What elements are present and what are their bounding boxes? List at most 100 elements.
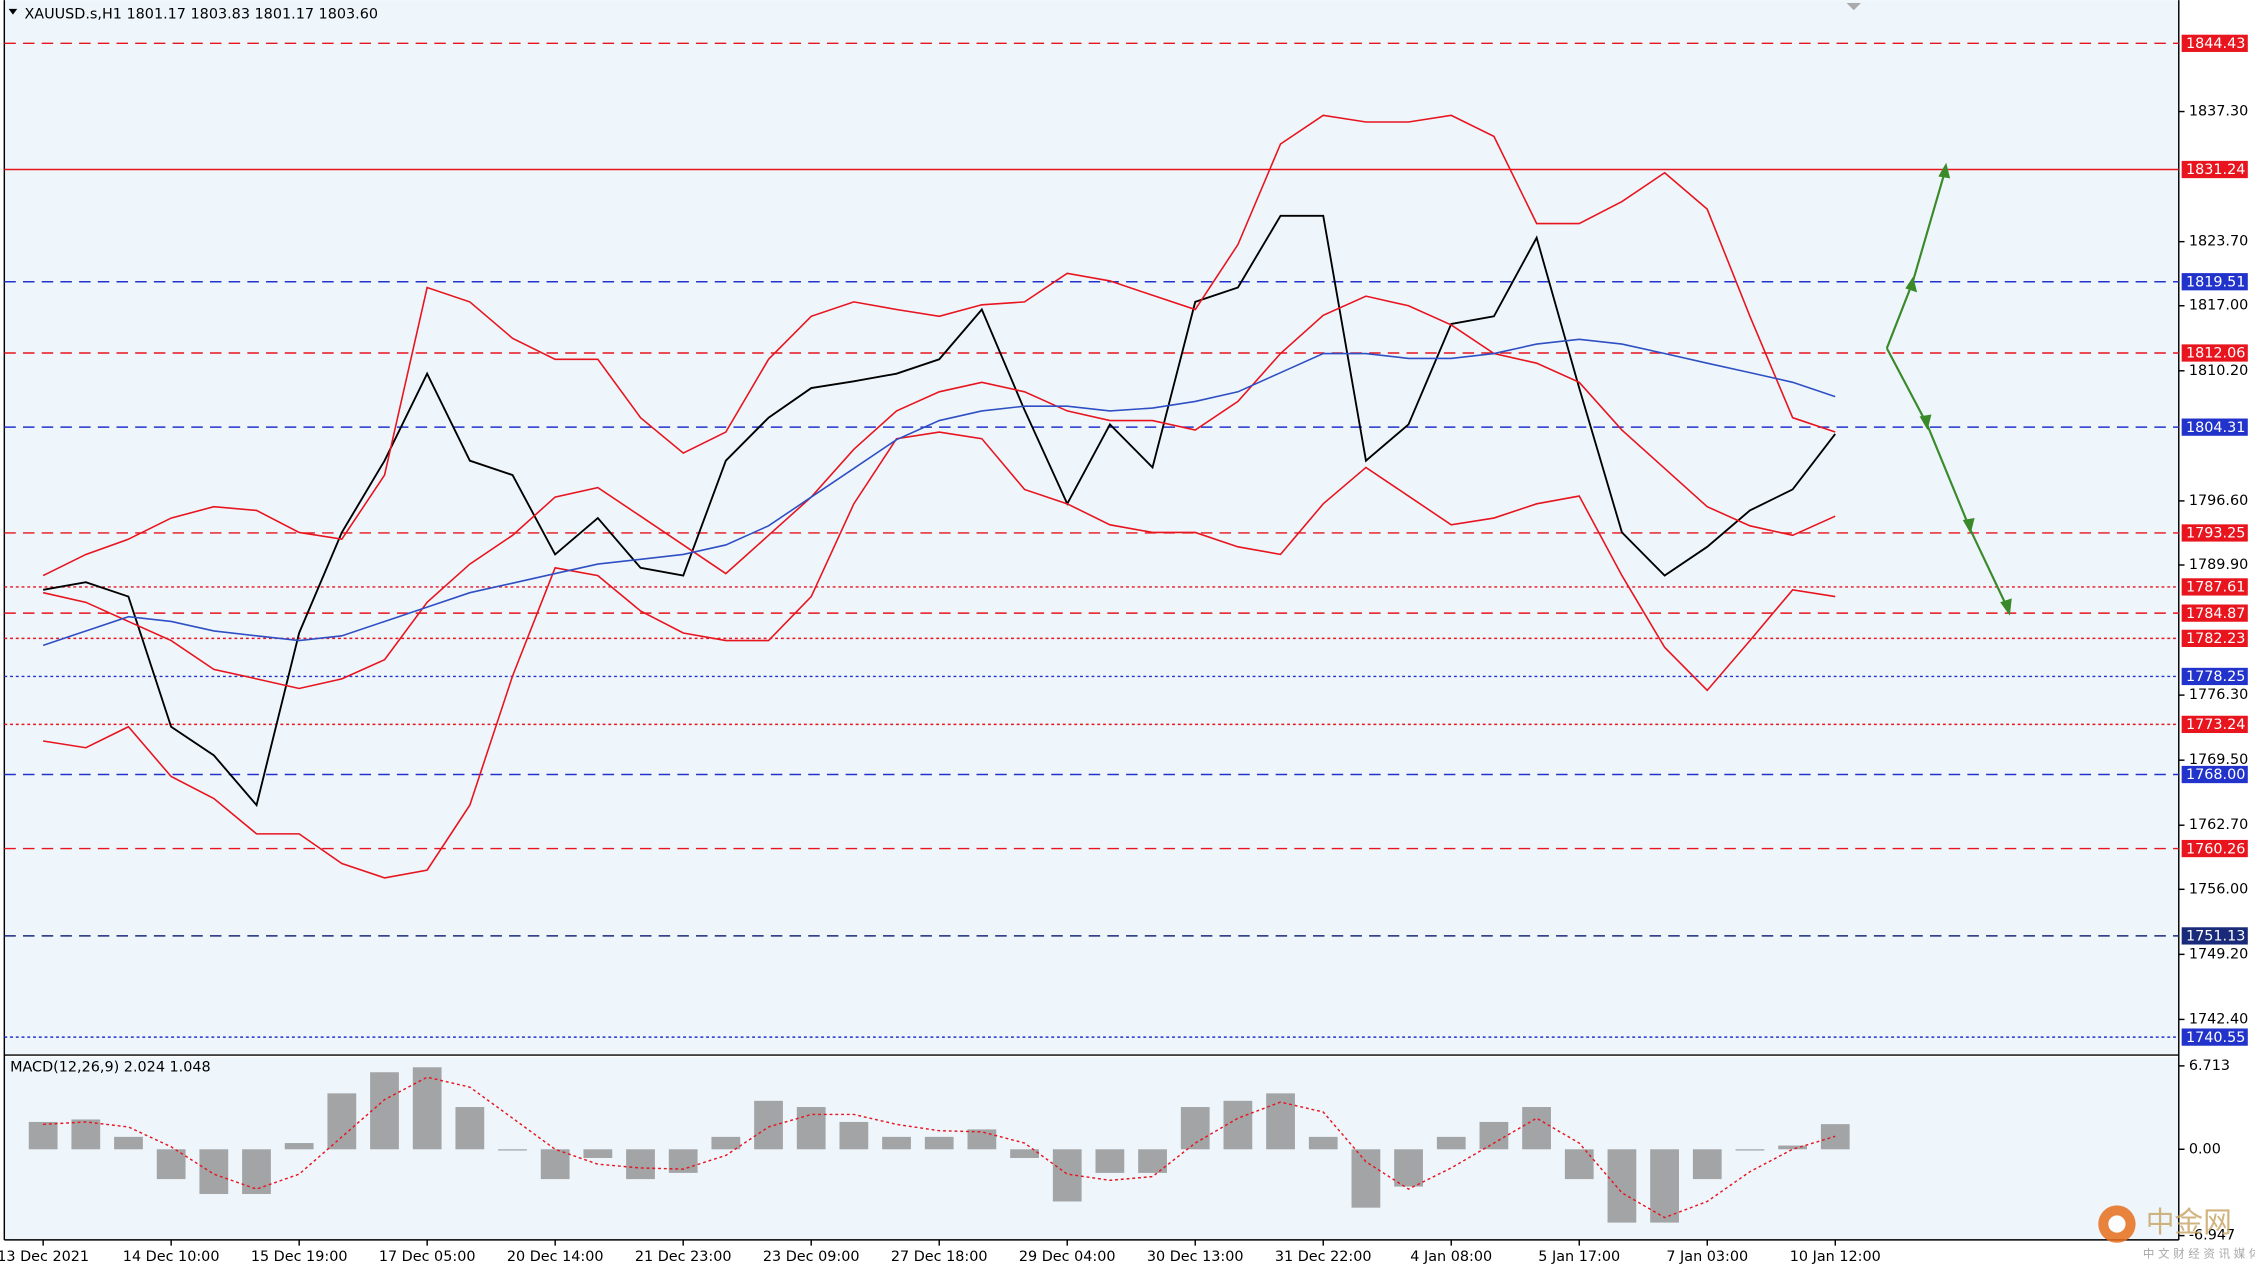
watermark-logo-inner	[2108, 1215, 2126, 1233]
level-label-box	[2181, 344, 2248, 362]
x-tick-label: 21 Dec 23:00	[635, 1249, 732, 1265]
level-label-box	[2181, 160, 2248, 179]
macd-bar	[114, 1136, 143, 1150]
level-label: 1819.51	[2186, 274, 2245, 290]
macd-bar	[1522, 1107, 1551, 1150]
x-tick-label: 4 Jan 08:00	[1410, 1249, 1492, 1265]
macd-bar	[1180, 1107, 1210, 1150]
y-tick-label: 1823.70	[2189, 234, 2248, 250]
y-tick-label: 1756.00	[2189, 881, 2248, 897]
level-label: 1768.00	[2186, 767, 2245, 783]
y-tick-label: 0.00	[2189, 1141, 2221, 1157]
watermark: 中金网 中 文 财 经 资 讯 媒 体	[2098, 1205, 2255, 1261]
macd-bar	[839, 1121, 869, 1150]
x-tick-label: 15 Dec 19:00	[251, 1249, 348, 1265]
x-tick-label: 17 Dec 05:00	[379, 1249, 476, 1265]
macd-bar	[1436, 1136, 1466, 1150]
macd-bar	[28, 1121, 58, 1150]
y-tick-label: 1810.20	[2189, 363, 2248, 379]
arrow-head	[1919, 414, 1932, 431]
level-label: 1784.87	[2186, 606, 2245, 622]
watermark-title: 中金网	[2146, 1205, 2232, 1239]
down-arrow	[1885, 347, 2011, 612]
indicator-line	[42, 338, 1836, 647]
macd-bar	[1778, 1145, 1807, 1150]
level-label: 1760.26	[2186, 841, 2245, 857]
level-label-box	[2181, 273, 2248, 291]
menu-triangle	[8, 8, 18, 15]
macd-bar	[1223, 1100, 1253, 1150]
macd-bar	[540, 1149, 570, 1180]
forecast-arrows	[1885, 162, 2012, 616]
macd-bar	[711, 1136, 741, 1150]
macd-bar	[1308, 1136, 1338, 1150]
level-label: 1831.24	[2186, 162, 2245, 178]
level-label-box	[2181, 578, 2248, 596]
y-tick-label: 1749.20	[2189, 946, 2248, 962]
macd-bar	[1010, 1149, 1039, 1158]
x-tick-label: 13 Dec 2021	[0, 1249, 89, 1265]
y-tick-label: 1789.90	[2189, 557, 2248, 573]
macd-bar	[284, 1143, 314, 1150]
arrow-head	[1962, 518, 1975, 534]
macd-bar	[327, 1093, 357, 1150]
level-label: 1751.13	[2186, 929, 2245, 945]
macd-bar	[1479, 1121, 1509, 1150]
level-label: 1773.24	[2186, 717, 2245, 733]
level-label: 1778.25	[2186, 669, 2245, 685]
level-label-box	[2181, 839, 2248, 858]
level-label-box	[2181, 667, 2248, 686]
plot: 1837.30 1823.70 1817.00 1810.20 1796.60 1789.…	[0, 34, 2248, 1265]
macd-bar	[796, 1107, 826, 1150]
y-tick-label: 6.713	[2189, 1058, 2230, 1074]
level-label: 1793.25	[2186, 526, 2245, 542]
y-tick-label: 1837.30	[2189, 104, 2248, 120]
macd-bar	[1351, 1149, 1381, 1208]
macd-title: MACD(12,26,9) 2.024 1.048	[10, 1059, 211, 1075]
macd-bar	[1607, 1149, 1637, 1223]
level-label-box	[2181, 604, 2248, 622]
macd-bar	[71, 1119, 101, 1150]
macd-panel	[4, 1057, 2179, 1240]
y-tick-label: 1742.40	[2189, 1011, 2248, 1027]
level-label-box	[2181, 765, 2248, 784]
x-tick-label: 27 Dec 18:00	[891, 1249, 988, 1265]
macd-bar	[1735, 1149, 1765, 1151]
arrow-head	[2000, 598, 2012, 616]
macd-bar	[242, 1149, 271, 1195]
arrow-head	[1905, 276, 1918, 293]
level-label-box	[2181, 34, 2248, 52]
indicator-line	[43, 431, 1836, 879]
macd-bar	[754, 1100, 783, 1150]
macd-bar	[1692, 1149, 1722, 1180]
price-panel	[4, 0, 2179, 1055]
macd-bar	[455, 1107, 485, 1150]
macd-bar	[924, 1136, 954, 1150]
x-tick-label: 29 Dec 04:00	[1019, 1249, 1116, 1265]
macd-bar	[1564, 1149, 1594, 1180]
x-tick-label: 20 Dec 14:00	[507, 1249, 604, 1265]
macd-bar	[882, 1136, 911, 1150]
level-label: 1804.31	[2186, 420, 2245, 436]
chart-title: XAUUSD.s,H1 1801.17 1803.83 1801.17 1803…	[24, 7, 378, 23]
level-label: 1812.06	[2186, 346, 2245, 362]
macd-bar	[1394, 1149, 1423, 1187]
macd-bar	[156, 1149, 186, 1180]
indicator-line	[42, 295, 1836, 690]
macd-bar	[668, 1149, 698, 1173]
indicator-line	[42, 114, 1836, 577]
macd-bar	[370, 1072, 399, 1150]
level-label: 1740.55	[2186, 1030, 2245, 1046]
macd-bar	[1138, 1149, 1167, 1173]
arrow-head	[1938, 162, 1951, 179]
level-label-box	[2181, 629, 2248, 648]
level-label-box	[2181, 715, 2248, 734]
price-line	[42, 214, 1836, 808]
macd-bar	[498, 1149, 527, 1151]
x-tick-label: 23 Dec 09:00	[763, 1249, 860, 1265]
y-tick-label: 1762.70	[2189, 817, 2248, 833]
y-tick-label: 1776.30	[2189, 687, 2248, 703]
macd-bar	[1650, 1149, 1679, 1223]
macd-bar	[1095, 1149, 1125, 1173]
